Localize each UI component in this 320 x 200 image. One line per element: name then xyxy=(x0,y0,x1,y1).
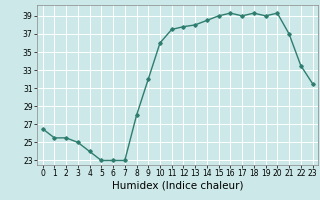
X-axis label: Humidex (Indice chaleur): Humidex (Indice chaleur) xyxy=(112,181,243,191)
